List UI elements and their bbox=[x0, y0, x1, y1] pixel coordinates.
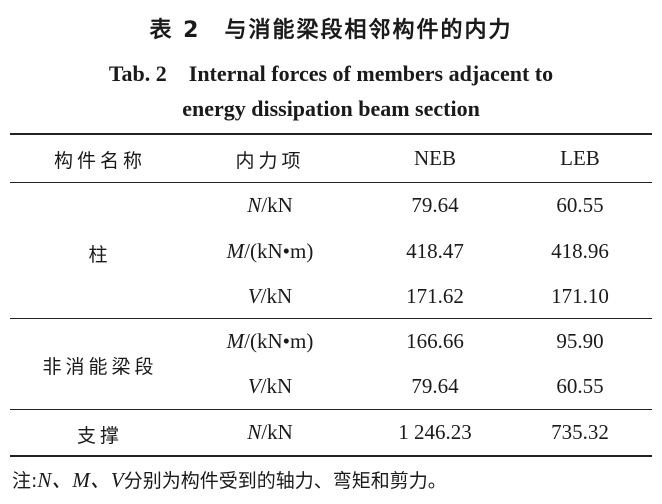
table-header-rule bbox=[10, 182, 652, 183]
member-cell: 非消能梁段 bbox=[42, 356, 158, 378]
leb-value: 95.90 bbox=[556, 329, 604, 353]
group-divider-rule bbox=[10, 318, 652, 319]
table-caption-en-line1: Tab. 2 Internal forces of members adjace… bbox=[108, 61, 554, 86]
header-member-name: 构件名称 bbox=[53, 150, 146, 172]
table-footnote: 注:N、M、V分别为构件受到的轴力、弯矩和剪力。 bbox=[12, 468, 447, 492]
force-item-cell: N/kN bbox=[247, 193, 293, 217]
leb-value: 171.10 bbox=[551, 284, 609, 308]
neb-value: 79.64 bbox=[411, 193, 459, 217]
table-caption-en-line2: energy dissipation beam section bbox=[182, 96, 480, 121]
neb-value: 171.62 bbox=[406, 284, 464, 308]
force-item-cell: M/(kN•m) bbox=[226, 329, 314, 353]
leb-value: 735.32 bbox=[551, 420, 609, 444]
neb-value: 1 246.23 bbox=[398, 420, 472, 444]
neb-value: 418.47 bbox=[406, 239, 464, 263]
table-caption-cn: 表 2 与消能梁段相邻构件的内力 bbox=[149, 18, 513, 43]
force-item-cell: N/kN bbox=[247, 420, 293, 444]
header-force-item: 内力项 bbox=[235, 150, 305, 172]
header-neb: NEB bbox=[414, 146, 456, 170]
neb-value: 166.66 bbox=[406, 329, 464, 353]
group-divider-rule bbox=[10, 409, 652, 410]
leb-value: 60.55 bbox=[556, 193, 604, 217]
leb-value: 418.96 bbox=[551, 239, 609, 263]
force-item-cell: M/(kN•m) bbox=[226, 239, 314, 263]
force-item-cell: V/kN bbox=[247, 374, 293, 398]
header-leb: LEB bbox=[560, 146, 600, 170]
leb-value: 60.55 bbox=[556, 374, 604, 398]
table-top-rule bbox=[10, 133, 652, 135]
member-cell: 支撑 bbox=[76, 425, 123, 447]
member-cell: 柱 bbox=[88, 244, 112, 266]
force-item-cell: V/kN bbox=[247, 284, 293, 308]
table-bottom-rule bbox=[10, 455, 652, 457]
neb-value: 79.64 bbox=[411, 374, 459, 398]
